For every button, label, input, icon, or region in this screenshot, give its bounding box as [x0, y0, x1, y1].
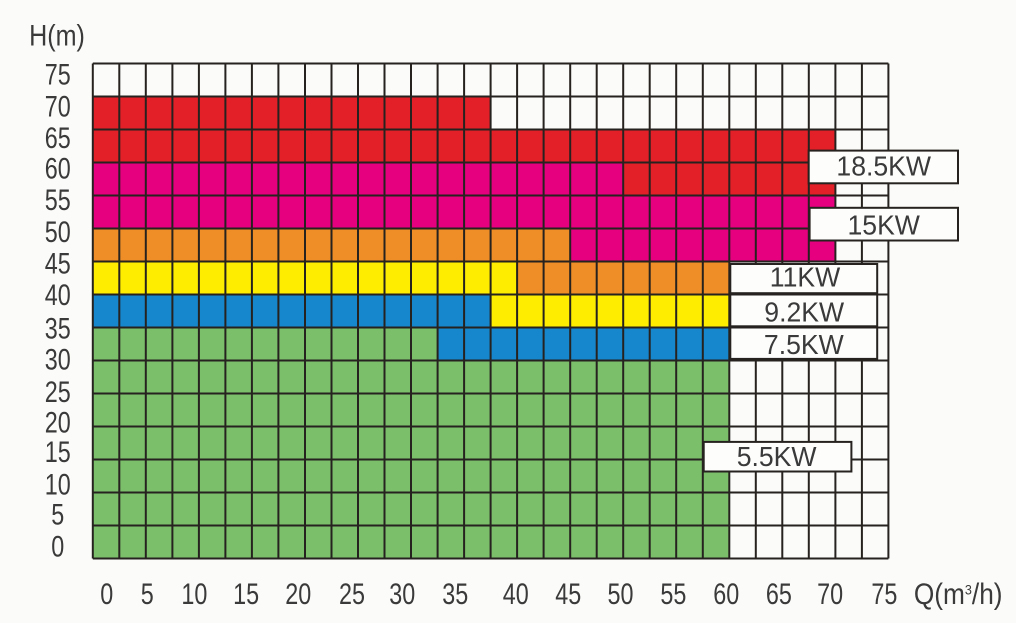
svg-text:Q(m3/h): Q(m3/h) — [914, 578, 1003, 611]
svg-text:45: 45 — [555, 577, 581, 610]
svg-text:0: 0 — [100, 577, 113, 610]
svg-text:25: 25 — [339, 577, 365, 610]
svg-text:45: 45 — [45, 247, 71, 280]
svg-text:35: 35 — [442, 577, 468, 610]
svg-text:60: 60 — [45, 152, 71, 185]
svg-text:15: 15 — [233, 577, 259, 610]
svg-text:25: 25 — [45, 375, 71, 408]
svg-text:30: 30 — [389, 577, 415, 610]
svg-text:55: 55 — [660, 577, 686, 610]
svg-text:65: 65 — [45, 121, 71, 154]
svg-text:9.2KW: 9.2KW — [764, 296, 844, 328]
svg-text:40: 40 — [45, 279, 71, 312]
svg-text:70: 70 — [817, 577, 843, 610]
svg-text:7.5KW: 7.5KW — [764, 328, 844, 360]
svg-text:60: 60 — [713, 577, 739, 610]
svg-text:35: 35 — [45, 312, 71, 345]
svg-text:75: 75 — [871, 577, 897, 610]
svg-text:10: 10 — [45, 468, 71, 501]
svg-text:70: 70 — [45, 90, 71, 123]
svg-text:75: 75 — [45, 58, 71, 91]
svg-text:55: 55 — [45, 184, 71, 217]
svg-text:0: 0 — [51, 530, 64, 563]
svg-text:20: 20 — [45, 406, 71, 439]
svg-text:30: 30 — [45, 343, 71, 376]
svg-text:50: 50 — [608, 577, 634, 610]
svg-text:5.5KW: 5.5KW — [737, 440, 817, 472]
svg-text:5: 5 — [51, 498, 64, 531]
svg-text:15: 15 — [45, 436, 71, 469]
svg-text:11KW: 11KW — [770, 261, 841, 293]
svg-text:10: 10 — [181, 577, 207, 610]
svg-text:50: 50 — [45, 215, 71, 248]
svg-text:H(m): H(m) — [29, 19, 85, 52]
svg-text:20: 20 — [285, 577, 311, 610]
svg-text:18.5KW: 18.5KW — [836, 150, 931, 182]
svg-text:5: 5 — [141, 577, 154, 610]
svg-text:65: 65 — [766, 577, 792, 610]
svg-text:15KW: 15KW — [847, 209, 920, 241]
svg-text:40: 40 — [503, 577, 529, 610]
